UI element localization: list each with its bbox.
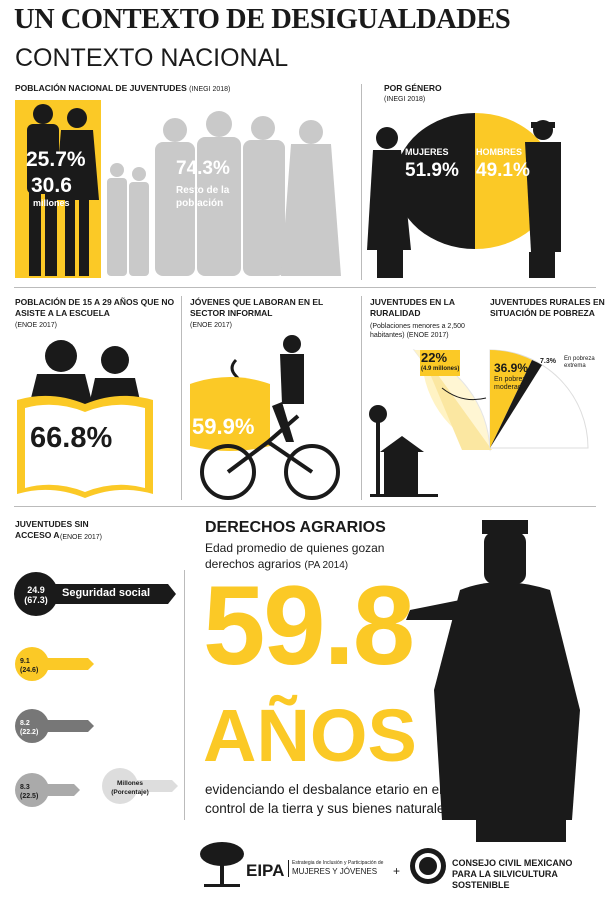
moderate-value: 36.9% [494, 361, 529, 375]
rural-source: (Poblaciones menores a 2,500 habitantes)… [370, 323, 465, 339]
school-label: POBLACIÓN DE 15 A 29 AÑOS QUE NO ASISTE … [15, 297, 175, 318]
divider [361, 296, 362, 500]
percent: (22.2) [20, 729, 39, 736]
agrarian-title: DERECHOS AGRARIOS [205, 519, 386, 536]
value: 8.2 [20, 720, 30, 727]
women-label: MUJERES [405, 147, 449, 157]
plus: + [393, 864, 401, 878]
text: MUJERES Y JÓVENES [292, 867, 378, 876]
rural-count: (4.9 millones) [421, 366, 460, 372]
keys [14, 570, 185, 820]
key-label: Seguridad social [62, 587, 151, 599]
text: Edad promedio de quienes gozan derechos … [205, 541, 385, 571]
extreme-value: 7.3% [540, 358, 556, 365]
subtitle: CONTEXTO NACIONAL [15, 44, 289, 72]
source: (PA 2014) [304, 560, 349, 571]
informal-label: JÓVENES QUE LABORAN EN EL SECTOR INFORMA… [190, 297, 324, 318]
men-value: 49.1% [476, 160, 530, 181]
eipa-desc: Estrategia de Inclusión y Participación … [288, 860, 387, 877]
men-label: HOMBRES [476, 147, 523, 157]
eipa: EIPA [246, 861, 285, 880]
rural-label: JUVENTUDES EN LA RURALIDAD [370, 297, 455, 318]
bike-icon [190, 335, 340, 500]
agrarian-value: 59.8 [203, 563, 415, 688]
council: CONSEJO CIVIL MEXICANO PARA LA SILVICULT… [452, 858, 573, 890]
youth-percent: 25.7% [26, 148, 86, 171]
women-value: 51.9% [405, 160, 459, 181]
youth-unit: millones [33, 198, 70, 208]
rural-value: 22% [421, 350, 448, 365]
poverty-label: JUVENTUDES RURALES EN SITUACIÓN DE POBRE… [490, 297, 605, 318]
population-figures [15, 100, 341, 278]
value: 24.9 [27, 585, 45, 595]
informal-value: 59.9% [192, 414, 255, 439]
label: POBLACIÓN NACIONAL DE JUVENTUDES [15, 83, 187, 93]
agrarian-unit: AÑOS [203, 694, 417, 777]
percent: (22.5) [20, 793, 39, 800]
informal-source: (ENOE 2017) [190, 322, 233, 329]
divider [14, 506, 596, 507]
access-source: (ENOE 2017) [60, 534, 103, 541]
agrarian-note: evidenciando el desbalance etario en el … [205, 782, 452, 816]
youth-count: 30.6 [31, 174, 72, 197]
rest-label: Resto de la población [176, 185, 230, 209]
rural-pies [369, 349, 589, 497]
book-icon [17, 340, 153, 498]
gender-pie [367, 113, 561, 278]
percent: (24.6) [20, 667, 39, 674]
title: UN CONTEXTO DE DESIGUALDADES [14, 4, 511, 35]
percent: (67.3) [24, 595, 48, 605]
section-label: POBLACIÓN NACIONAL DE JUVENTUDES (INEGI … [15, 83, 230, 94]
key-value: 9.1 (24.6) [20, 657, 38, 675]
rest-percent: 74.3% [176, 158, 230, 179]
text: Estrategia de Inclusión y Participación … [292, 860, 384, 866]
key-value: 8.2 (22.2) [20, 719, 38, 737]
school-value: 66.8% [30, 422, 113, 454]
agrarian-subtitle: Edad promedio de quienes gozan derechos … [205, 540, 395, 574]
divider [14, 287, 596, 288]
value: 9.1 [20, 658, 30, 665]
key-legend: Millones (Porcentaje) [111, 780, 149, 796]
school-source: (ENOE 2017) [15, 322, 58, 329]
key-value: 8.3 (22.5) [20, 783, 38, 801]
key-value: 24.9 (67.3) [21, 585, 51, 605]
moderate-label: En pobreza moderada [494, 376, 530, 391]
divider [361, 84, 362, 280]
footer-logos [200, 842, 446, 887]
value: 8.3 [20, 784, 30, 791]
source: (INEGI 2018) [189, 86, 231, 93]
access-label: JUVENTUDES SIN ACCESO A [15, 519, 89, 540]
gender-label: POR GÉNERO [384, 83, 442, 93]
extreme-label: En pobreza extrema [564, 356, 595, 369]
man-silhouette [406, 520, 580, 842]
divider [181, 296, 182, 500]
gender-source: (INEGI 2018) [384, 96, 426, 103]
